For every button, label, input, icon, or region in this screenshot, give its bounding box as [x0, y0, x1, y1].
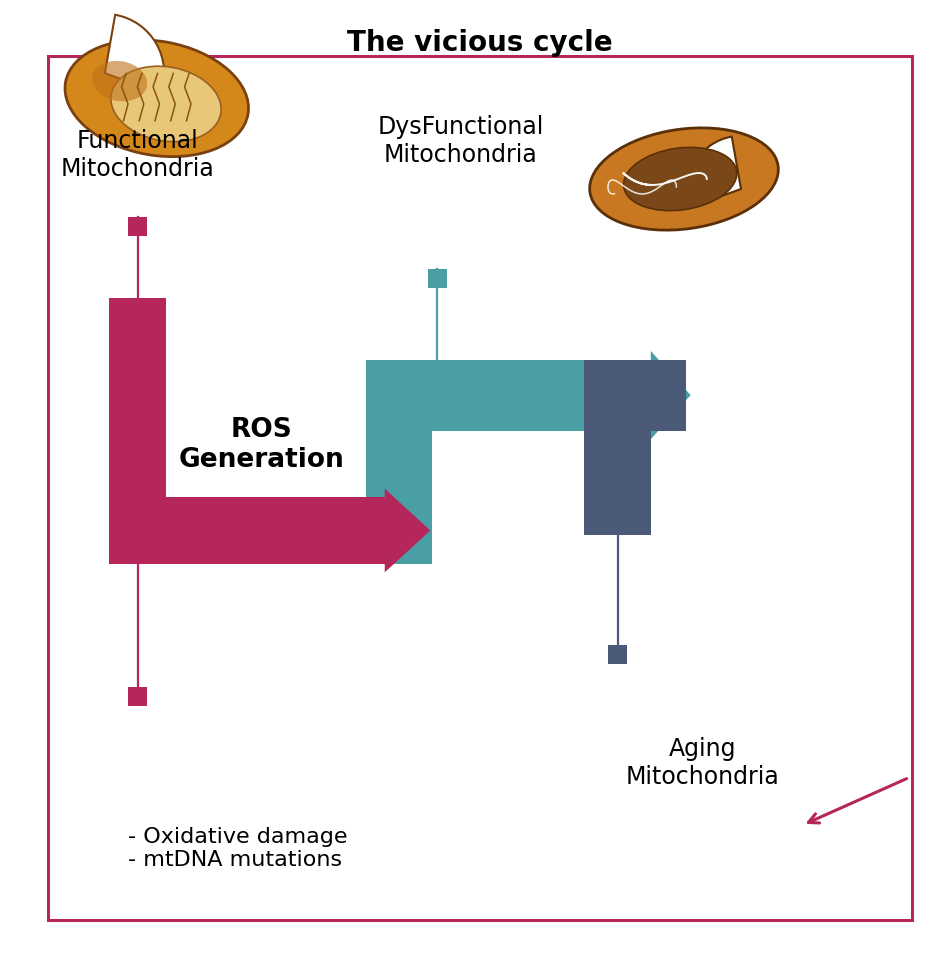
Text: Aging
Mitochondria: Aging Mitochondria: [626, 737, 780, 789]
Ellipse shape: [111, 67, 221, 142]
Ellipse shape: [65, 40, 249, 156]
Bar: [128, 217, 147, 236]
Polygon shape: [651, 351, 691, 440]
Bar: [366, 359, 432, 564]
Ellipse shape: [623, 148, 737, 211]
Ellipse shape: [92, 61, 147, 101]
Wedge shape: [104, 14, 164, 94]
Text: The vicious cycle: The vicious cycle: [347, 29, 613, 57]
Bar: [428, 270, 446, 288]
Text: Functional
Mitochondria: Functional Mitochondria: [61, 129, 215, 182]
Bar: [651, 359, 686, 431]
Bar: [128, 687, 147, 706]
Polygon shape: [385, 489, 430, 572]
Bar: [584, 359, 651, 535]
Bar: [608, 644, 627, 664]
Ellipse shape: [590, 128, 778, 230]
Wedge shape: [688, 136, 741, 207]
Bar: [109, 298, 166, 564]
Text: DysFunctional
Mitochondria: DysFunctional Mitochondria: [377, 115, 544, 167]
Bar: [366, 359, 651, 431]
Text: ROS
Generation: ROS Generation: [179, 417, 344, 473]
Text: - Oxidative damage
- mtDNA mutations: - Oxidative damage - mtDNA mutations: [128, 827, 348, 870]
Bar: [109, 497, 385, 564]
